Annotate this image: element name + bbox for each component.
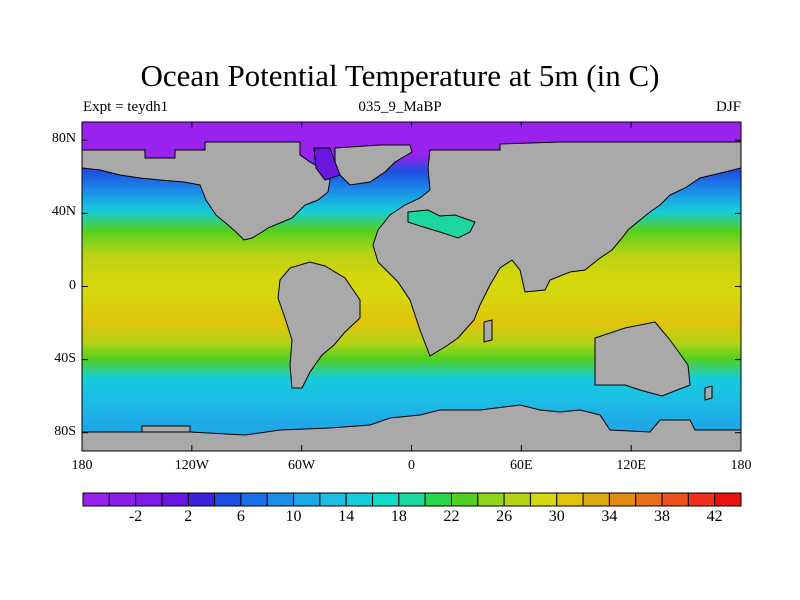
colorbar-swatch (187, 492, 216, 507)
colorbar (82, 492, 742, 507)
colorbar-swatch (477, 492, 505, 507)
colorbar-swatch (450, 492, 479, 507)
map-panel (81, 121, 742, 452)
land-south-america (277, 261, 361, 389)
map-ticks (81, 122, 742, 451)
colorbar-label: 30 (548, 508, 565, 525)
lon-label: 120W (174, 458, 209, 473)
colorbar-swatch (714, 492, 742, 507)
period-label: 035_9_MaBP (358, 99, 442, 115)
colorbar-swatch (161, 492, 189, 507)
colorbar-swatch (661, 492, 689, 507)
colorbar-swatch (266, 492, 295, 507)
map-title: Ocean Potential Temperature at 5m (in C) (140, 58, 660, 93)
colorbar-swatch (582, 492, 610, 507)
land-madagascar (483, 319, 493, 343)
colorbar-swatch (398, 492, 426, 507)
land-north-america (81, 141, 331, 241)
colorbar-swatch (608, 492, 637, 507)
lon-label: 120E (616, 458, 646, 473)
lat-label: 40S (54, 350, 76, 366)
colorbar-swatch (135, 492, 163, 507)
colorbar-swatch (319, 492, 347, 507)
colorbar-swatch (345, 492, 374, 507)
colorbar-swatch (556, 492, 584, 507)
lon-label: 60E (510, 458, 533, 473)
land-eurasia-africa (372, 141, 742, 357)
colorbar-swatch (214, 492, 242, 507)
lon-label: 0 (408, 458, 415, 473)
land-australia (594, 321, 691, 397)
land-new-zealand (704, 385, 713, 401)
colorbar-swatch (108, 492, 137, 507)
lat-label: 40N (51, 204, 76, 220)
colorbar-label: -2 (128, 508, 143, 525)
land-antarctica (81, 404, 742, 452)
lat-label: 80N (51, 131, 76, 147)
lat-label: 0 (69, 277, 76, 293)
land-antarctic-island (141, 425, 191, 433)
colorbar-label: 14 (338, 508, 355, 525)
colorbar-swatch (372, 492, 400, 507)
colorbar-label: 10 (285, 508, 302, 525)
colorbar-swatch (635, 492, 663, 507)
colorbar-label: 22 (443, 508, 460, 525)
colorbar-swatch (82, 492, 110, 507)
season-label: DJF (715, 99, 741, 115)
arctic-bay (313, 147, 341, 181)
lon-label: 180 (730, 458, 752, 473)
mediterranean-sea (407, 209, 476, 239)
colorbar-swatch (240, 492, 268, 507)
colorbar-swatch (424, 492, 452, 507)
colorbar-label: 42 (706, 508, 723, 525)
colorbar-label: 26 (496, 508, 513, 525)
colorbar-swatch (293, 492, 321, 507)
experiment-label: Expt = teydh1 (83, 99, 169, 115)
colorbar-label: 2 (184, 508, 193, 525)
colorbar-label: 38 (654, 508, 671, 525)
colorbar-swatch (687, 492, 716, 507)
land-masses (81, 141, 742, 452)
colorbar-swatch (503, 492, 531, 507)
colorbar-label: 6 (236, 508, 245, 525)
colorbar-swatch (529, 492, 558, 507)
lat-label: 80S (54, 423, 76, 439)
inland-seas (313, 147, 476, 239)
colorbar-label: 34 (601, 508, 618, 525)
colorbar-label: 18 (390, 508, 407, 525)
lon-label: 60W (288, 458, 316, 473)
lon-label: 180 (71, 458, 93, 473)
